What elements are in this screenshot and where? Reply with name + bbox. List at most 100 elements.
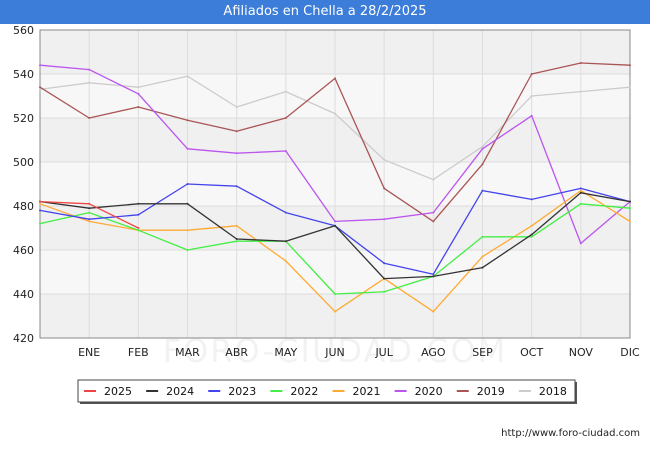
x-tick-label: MAR [175,346,200,359]
data-point-2022 [530,235,533,238]
data-point-2023 [530,198,533,201]
y-tick-label: 500 [13,156,34,169]
data-point-2023 [284,211,287,214]
data-point-2025 [88,202,91,205]
data-point-2023 [481,189,484,192]
data-point-2019 [284,117,287,119]
data-point-2023 [235,185,238,188]
data-point-2022 [137,229,140,232]
data-point-2022 [334,293,336,295]
x-tick-label: JUN [324,346,345,359]
legend-label-2019: 2019 [477,385,505,398]
data-point-2020 [481,147,484,150]
data-point-2021 [186,229,189,232]
footer-url[interactable]: http://www.foro-ciudad.com [501,428,640,439]
legend: 2025 2024 2023 2022 2021 2020 2019 2018 [77,379,577,404]
y-tick-label: 540 [13,68,34,81]
data-point-2020 [530,114,533,117]
data-point-2024 [383,277,386,280]
data-point-2022 [39,222,41,225]
data-point-2018 [186,75,189,78]
y-tick-label: 480 [13,200,34,213]
data-point-2018 [284,90,287,93]
legend-label-2018: 2018 [539,385,567,398]
data-point-2019 [481,163,484,166]
data-point-2021 [432,310,435,313]
data-point-2025 [39,200,41,203]
data-point-2022 [88,211,91,214]
data-point-2018 [530,95,533,97]
data-point-2025 [137,227,140,229]
data-point-2019 [383,187,386,190]
x-tick-label: OCT [520,346,543,359]
data-point-2024 [235,238,238,240]
y-tick-label: 420 [13,332,34,345]
data-point-2021 [530,224,533,227]
data-point-2018 [383,158,386,161]
legend-box [77,379,576,403]
x-tick-label: MAY [274,346,297,359]
data-point-2020 [137,92,140,95]
data-point-2024 [284,240,287,243]
data-point-2022 [579,202,582,205]
data-point-2021 [235,224,238,227]
data-point-2023 [39,209,41,212]
data-point-2022 [629,207,631,210]
y-tick-label: 560 [13,24,34,37]
legend-label-2020: 2020 [415,385,443,398]
data-point-2024 [629,200,631,203]
data-point-2021 [39,202,41,205]
chart-title: Afiliados en Chella a 28/2/2025 [0,0,650,24]
data-point-2019 [39,86,41,89]
data-point-2020 [432,211,435,214]
data-point-2019 [432,220,435,223]
legend-label-2022: 2022 [290,385,318,398]
data-point-2024 [88,207,91,210]
data-point-2021 [88,220,91,223]
data-point-2023 [88,218,91,221]
legend-label-2023: 2023 [228,385,256,398]
data-point-2021 [629,220,631,223]
data-point-2023 [579,187,582,190]
data-point-2024 [186,202,189,205]
data-point-2023 [432,273,435,276]
data-point-2021 [579,189,582,192]
plot-border [39,29,631,339]
data-point-2019 [334,77,336,80]
data-point-2018 [432,178,435,181]
data-point-2018 [579,90,582,93]
data-point-2020 [235,152,238,155]
legend-label-2024: 2024 [166,385,194,398]
y-tick-label: 460 [13,244,34,257]
data-point-2020 [284,150,287,152]
data-point-2018 [88,81,91,84]
data-point-2020 [579,242,582,245]
data-point-2020 [383,218,386,221]
data-point-2024 [579,191,582,194]
x-tick-label: AGO [421,346,446,359]
data-point-2021 [334,310,336,313]
data-point-2018 [39,88,41,91]
data-point-2024 [481,266,484,269]
legend-label-2021: 2021 [353,385,381,398]
x-tick-label: ABR [225,346,248,359]
x-tick-label: JUL [374,346,393,359]
data-point-2018 [137,86,140,89]
data-point-2022 [383,290,386,293]
data-point-2020 [334,220,336,223]
data-point-2018 [334,112,336,115]
x-tick-label: ENE [78,346,100,359]
data-point-2021 [284,260,287,262]
data-point-2024 [432,275,435,278]
x-tick-label: NOV [569,346,594,359]
data-point-2019 [530,73,533,75]
data-point-2023 [383,262,386,265]
y-tick-label: 440 [13,288,34,301]
legend-label-2025: 2025 [104,385,132,398]
data-point-2022 [235,240,238,243]
data-point-2019 [235,130,238,133]
x-tick-label: FEB [128,346,149,359]
data-point-2019 [579,62,582,64]
data-point-2019 [137,106,140,108]
